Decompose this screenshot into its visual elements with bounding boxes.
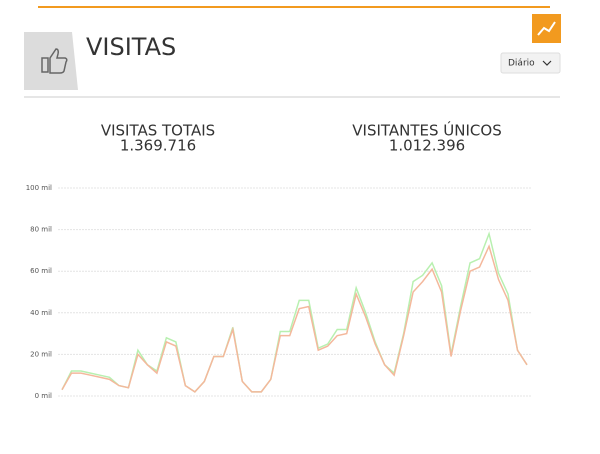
dropdown-caret [542, 60, 552, 66]
y-tick-label: 60 mil [30, 267, 52, 275]
thumbs-up-icon [41, 48, 68, 74]
y-tick-label: 40 mil [30, 309, 52, 317]
y-tick-label: 20 mil [30, 350, 52, 358]
y-tick-label: 80 mil [30, 226, 52, 234]
period-dropdown[interactable] [500, 52, 561, 74]
trend-icon [537, 21, 556, 36]
header-icon [24, 32, 78, 90]
page-title: VISITAS [86, 33, 176, 61]
stat-label: VISITANTES ÚNICOS [352, 121, 501, 140]
y-tick-label: 0 mil [35, 392, 52, 400]
y-tick-label: 100 mil [26, 184, 52, 192]
dropdown-label: Diário [508, 59, 535, 69]
stat-value: 1.012.396 [389, 137, 465, 155]
stat-value: 1.369.716 [120, 137, 196, 155]
series-line [61, 244, 528, 393]
stat-label: VISITAS TOTAIS [101, 122, 215, 140]
